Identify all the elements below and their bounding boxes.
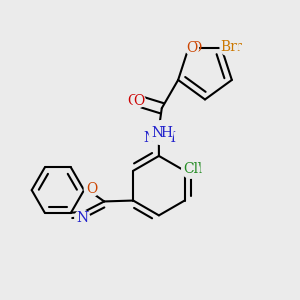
Text: O: O [190, 41, 201, 56]
Text: N: N [144, 131, 156, 146]
Text: N: N [76, 211, 88, 224]
Text: O: O [86, 182, 98, 196]
Text: O: O [128, 94, 139, 108]
Text: Br: Br [225, 40, 242, 54]
Text: Cl: Cl [188, 162, 203, 176]
Text: H: H [163, 131, 175, 146]
Circle shape [84, 182, 99, 196]
Text: H: H [160, 126, 172, 140]
Text: N: N [151, 126, 164, 140]
Text: Cl: Cl [183, 162, 198, 176]
Circle shape [132, 94, 146, 107]
Circle shape [185, 42, 199, 55]
Circle shape [75, 210, 90, 225]
Text: O: O [133, 94, 145, 108]
Circle shape [149, 121, 173, 145]
Circle shape [182, 160, 200, 178]
Text: O: O [186, 41, 198, 56]
Circle shape [220, 38, 238, 56]
Text: O: O [86, 182, 98, 196]
Text: Br: Br [220, 40, 238, 54]
Text: N: N [76, 211, 88, 224]
